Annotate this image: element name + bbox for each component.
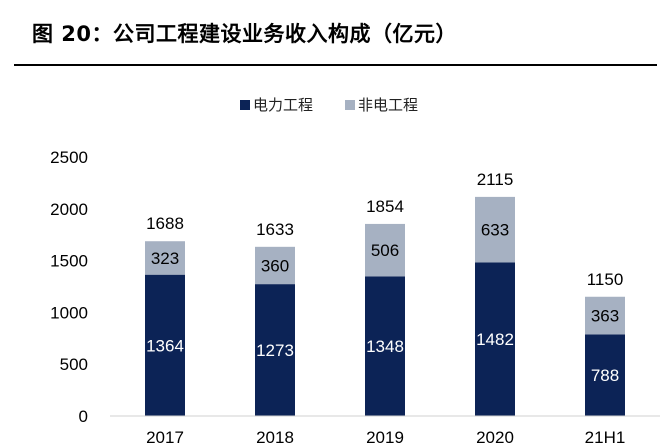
x-tick-label: 21H1 bbox=[585, 428, 626, 446]
bar-non-electric-2017 bbox=[145, 241, 185, 275]
x-tick-label: 2019 bbox=[366, 428, 404, 446]
x-tick-label: 2017 bbox=[146, 428, 184, 446]
bar-non-electric-2020 bbox=[475, 196, 515, 263]
data-label-non-electric-2018: 360 bbox=[261, 256, 289, 275]
y-tick-label: 2000 bbox=[50, 200, 88, 219]
bar-electric-2017 bbox=[145, 274, 185, 416]
y-tick-label: 1000 bbox=[50, 303, 88, 322]
data-label-non-electric-2019: 506 bbox=[371, 241, 399, 260]
y-tick-label: 2500 bbox=[50, 148, 88, 167]
legend-label-non-electric: 非电工程 bbox=[358, 96, 418, 114]
legend-swatch-non-electric bbox=[345, 100, 355, 110]
bar-non-electric-2018 bbox=[255, 246, 295, 285]
bar-electric-2020 bbox=[475, 262, 515, 416]
bar-electric-21H1 bbox=[585, 334, 625, 416]
data-label-electric-2018: 1273 bbox=[256, 341, 294, 360]
data-label-total-2017: 1688 bbox=[146, 214, 184, 233]
data-label-total-21H1: 1150 bbox=[587, 270, 624, 289]
bar-electric-2019 bbox=[365, 276, 405, 416]
data-label-total-2019: 1854 bbox=[366, 197, 404, 216]
data-label-total-2020: 2115 bbox=[477, 170, 514, 189]
data-label-electric-2020: 1482 bbox=[476, 330, 514, 349]
y-tick-label: 1500 bbox=[50, 252, 88, 271]
y-axis: 0 500 1000 1500 2000 2500 bbox=[50, 148, 88, 426]
data-label-electric-2017: 1364 bbox=[146, 336, 184, 355]
x-tick-label: 2020 bbox=[476, 428, 514, 446]
bar-non-electric-2019 bbox=[365, 223, 405, 277]
figure-title: 图 20：公司工程建设业务收入构成（亿元） bbox=[32, 22, 458, 46]
bars-group: 1364 323 1688 1273 360 1633 1348 506 1854 1482 633… bbox=[145, 170, 625, 416]
bar-electric-2018 bbox=[255, 284, 295, 416]
data-label-electric-21H1: 788 bbox=[591, 366, 619, 385]
figure-header: 图 20：公司工程建设业务收入构成（亿元） bbox=[14, 8, 657, 66]
bar-non-electric-21H1 bbox=[585, 296, 625, 335]
data-label-non-electric-21H1: 363 bbox=[591, 307, 619, 326]
x-tick-label: 2018 bbox=[256, 428, 294, 446]
chart-legend: 电力工程 非电工程 bbox=[240, 96, 418, 114]
title-underline bbox=[14, 64, 657, 66]
data-label-electric-2019: 1348 bbox=[366, 337, 404, 356]
legend-label-electric: 电力工程 bbox=[253, 96, 313, 114]
data-label-total-2018: 1633 bbox=[256, 220, 294, 239]
y-tick-label: 500 bbox=[60, 355, 88, 374]
x-axis: 2017 2018 2019 2020 21H1 bbox=[110, 415, 660, 446]
data-label-non-electric-2020: 633 bbox=[481, 221, 509, 240]
data-label-non-electric-2017: 323 bbox=[151, 249, 179, 268]
legend-swatch-electric bbox=[240, 100, 250, 110]
y-tick-label: 0 bbox=[79, 407, 88, 426]
